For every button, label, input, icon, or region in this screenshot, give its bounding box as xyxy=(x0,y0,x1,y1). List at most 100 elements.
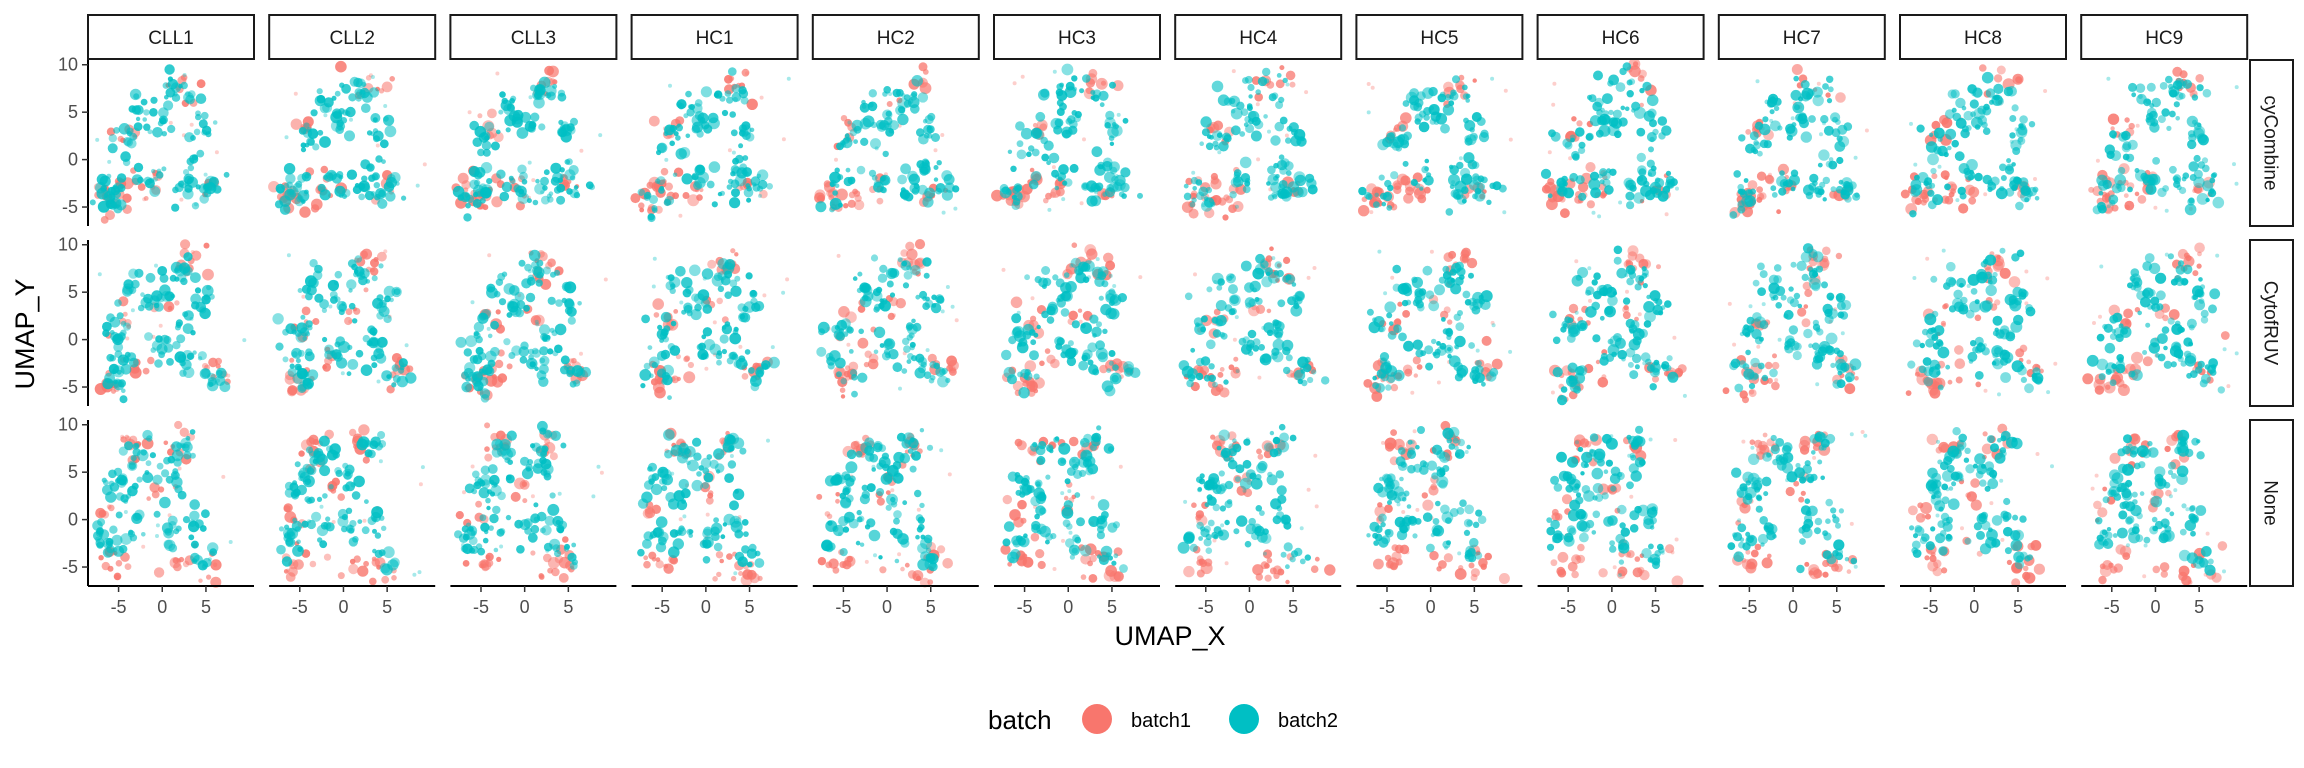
data-point xyxy=(1205,186,1213,194)
data-point xyxy=(1642,283,1648,289)
data-point xyxy=(163,100,174,111)
outlier-point xyxy=(1410,390,1415,395)
data-point xyxy=(1480,290,1493,303)
data-point xyxy=(477,547,486,556)
data-point xyxy=(1423,175,1434,186)
data-point xyxy=(533,97,545,109)
data-point xyxy=(92,520,103,531)
data-point xyxy=(1274,261,1283,269)
data-point xyxy=(1051,169,1060,178)
data-point xyxy=(1729,361,1739,371)
data-point xyxy=(1422,177,1428,183)
data-point xyxy=(490,484,502,497)
data-point xyxy=(1033,388,1039,394)
data-point xyxy=(1052,274,1059,281)
data-point xyxy=(2015,348,2025,358)
data-point xyxy=(1945,364,1951,370)
outlier-point xyxy=(284,135,289,140)
data-point xyxy=(365,75,372,81)
outlier-point xyxy=(1628,180,1633,184)
data-point xyxy=(123,356,130,363)
data-point xyxy=(150,96,158,104)
outlier-point xyxy=(1732,342,1737,347)
data-point xyxy=(706,180,715,189)
data-point xyxy=(153,176,158,182)
data-point xyxy=(1604,305,1616,318)
points-batch2-hc5-cycombine xyxy=(1358,75,1507,216)
data-point xyxy=(1392,283,1401,292)
data-point xyxy=(927,112,936,121)
data-point xyxy=(369,440,379,449)
data-point xyxy=(2169,165,2177,174)
outlier-point xyxy=(1453,344,1458,349)
outlier-point xyxy=(1116,112,1121,117)
data-point xyxy=(1428,86,1438,97)
data-point xyxy=(758,179,768,190)
data-point xyxy=(1805,92,1811,98)
data-point xyxy=(127,460,138,471)
data-point xyxy=(153,510,161,518)
data-point xyxy=(724,473,734,483)
data-point xyxy=(1059,102,1067,111)
data-point xyxy=(2188,161,2199,172)
data-point xyxy=(206,285,212,291)
data-point xyxy=(381,81,393,93)
data-point xyxy=(1960,296,1968,305)
data-point xyxy=(489,513,499,524)
data-point xyxy=(715,469,721,474)
data-point xyxy=(116,173,127,183)
data-point xyxy=(1910,184,1923,196)
data-point xyxy=(134,509,145,520)
data-point xyxy=(276,544,286,555)
data-point xyxy=(1448,164,1454,170)
data-point xyxy=(2208,189,2217,198)
data-point xyxy=(1216,284,1223,291)
data-point xyxy=(2109,379,2117,387)
outlier-point xyxy=(705,512,710,517)
data-point xyxy=(1649,119,1657,128)
data-point xyxy=(1456,161,1464,170)
data-point xyxy=(364,499,369,504)
data-point xyxy=(344,464,355,475)
data-point xyxy=(1666,355,1673,362)
data-point xyxy=(1772,353,1777,359)
data-point xyxy=(1754,121,1763,130)
data-point xyxy=(1481,335,1492,346)
outlier-point xyxy=(596,464,601,469)
points-batch2-hc2-cycombine xyxy=(815,75,960,215)
data-point xyxy=(717,191,723,197)
outlier-point xyxy=(1001,267,1006,272)
data-point xyxy=(1562,138,1572,148)
outlier-point xyxy=(378,459,383,464)
data-point xyxy=(209,548,218,556)
data-point xyxy=(2004,165,2015,175)
data-point xyxy=(922,196,934,208)
data-point xyxy=(1375,383,1385,393)
data-point xyxy=(1386,312,1393,319)
data-point xyxy=(506,430,517,441)
data-point xyxy=(730,575,737,582)
outlier-point xyxy=(461,543,465,547)
data-point xyxy=(1468,297,1477,307)
outlier-point xyxy=(301,294,306,299)
data-point xyxy=(320,522,329,530)
data-point xyxy=(496,556,502,563)
outlier-point xyxy=(945,285,950,289)
data-point xyxy=(554,344,563,354)
data-point xyxy=(640,383,646,389)
data-point xyxy=(1628,78,1636,85)
data-point xyxy=(1416,91,1426,101)
data-point xyxy=(2173,277,2179,283)
data-point xyxy=(685,90,692,98)
data-point xyxy=(746,569,757,580)
data-point xyxy=(1206,286,1213,293)
data-point xyxy=(299,206,311,218)
data-point xyxy=(1381,201,1387,207)
data-point xyxy=(738,86,747,95)
data-point xyxy=(2145,322,2151,328)
data-point xyxy=(145,272,156,283)
data-point xyxy=(324,350,334,360)
data-point xyxy=(1230,107,1243,120)
data-point xyxy=(1390,171,1399,180)
data-point xyxy=(490,320,499,330)
